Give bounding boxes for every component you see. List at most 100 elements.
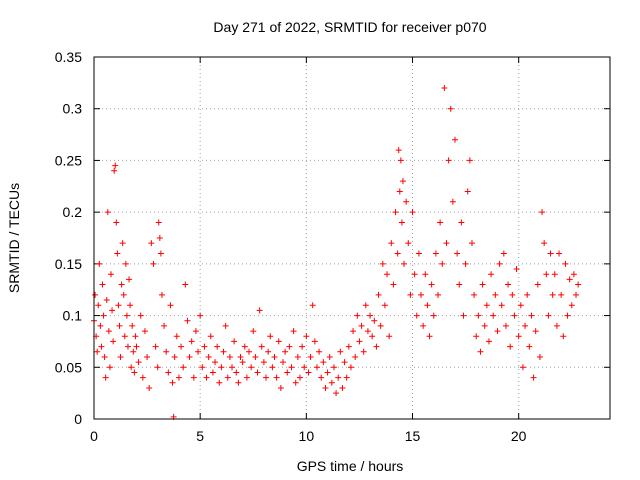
- data-point: [573, 291, 580, 298]
- data-point: [112, 162, 119, 169]
- x-tick-label: 5: [196, 428, 204, 444]
- data-point: [98, 343, 105, 350]
- data-point: [222, 322, 229, 329]
- data-point: [509, 291, 516, 298]
- data-point: [258, 343, 265, 350]
- data-point: [190, 374, 197, 381]
- data-point: [394, 250, 401, 257]
- data-point: [246, 348, 253, 355]
- data-point: [161, 322, 168, 329]
- data-point: [95, 302, 102, 309]
- data-point: [305, 369, 312, 376]
- data-point: [403, 198, 410, 205]
- data-point: [178, 343, 185, 350]
- data-point: [141, 328, 148, 335]
- data-point: [113, 219, 120, 226]
- data-point: [118, 281, 125, 288]
- data-point: [437, 219, 444, 226]
- data-point: [123, 312, 130, 319]
- data-point: [549, 291, 556, 298]
- data-point: [460, 312, 467, 319]
- data-point: [345, 343, 352, 350]
- data-point: [534, 281, 541, 288]
- data-point: [399, 178, 406, 185]
- data-point: [347, 364, 354, 371]
- data-point: [477, 348, 484, 355]
- data-point: [296, 374, 303, 381]
- data-point: [129, 322, 136, 329]
- x-axis-label: GPS time / hours: [297, 458, 404, 474]
- data-point: [102, 374, 109, 381]
- data-point: [435, 291, 441, 298]
- data-point: [229, 364, 236, 371]
- data-point: [252, 353, 259, 360]
- data-point: [235, 379, 242, 386]
- data-point: [575, 281, 582, 288]
- data-point: [163, 348, 170, 355]
- data-point: [124, 343, 131, 350]
- data-point: [371, 317, 378, 324]
- data-point: [511, 312, 518, 319]
- data-point: [101, 353, 108, 360]
- data-point: [375, 291, 382, 298]
- y-tick-label: 0.15: [55, 256, 82, 272]
- data-point: [243, 374, 250, 381]
- data-point: [337, 348, 344, 355]
- data-point: [553, 322, 560, 329]
- data-point: [409, 209, 416, 216]
- data-point: [519, 364, 526, 371]
- data-point: [379, 260, 386, 267]
- data-point: [267, 333, 274, 340]
- data-point: [237, 353, 244, 360]
- data-point: [184, 317, 191, 324]
- x-tick-label: 10: [299, 428, 315, 444]
- data-point: [199, 364, 206, 371]
- data-point: [447, 105, 454, 112]
- data-point: [397, 157, 404, 164]
- data-point: [547, 250, 554, 257]
- data-point: [279, 359, 286, 366]
- data-point: [146, 384, 153, 391]
- data-point: [288, 364, 295, 371]
- data-point: [171, 353, 178, 360]
- data-point: [333, 390, 340, 397]
- data-point: [354, 312, 361, 319]
- data-point: [390, 281, 397, 288]
- data-point: [456, 281, 463, 288]
- data-point: [335, 374, 342, 381]
- data-point: [522, 322, 529, 329]
- data-point: [121, 333, 128, 340]
- data-point: [131, 369, 138, 376]
- data-point: [126, 276, 133, 283]
- data-point: [445, 157, 452, 164]
- data-point: [155, 219, 162, 226]
- data-point: [106, 364, 113, 371]
- data-point: [165, 369, 172, 376]
- y-axis-label: SRMTID / TECUs: [6, 183, 22, 293]
- data-point: [218, 364, 225, 371]
- data-point: [301, 364, 308, 371]
- data-point: [485, 338, 492, 345]
- data-point: [418, 291, 425, 298]
- data-point: [530, 374, 537, 381]
- data-point: [109, 307, 116, 314]
- data-point: [473, 333, 480, 340]
- data-point: [420, 322, 427, 329]
- data-point: [105, 328, 112, 335]
- data-point: [119, 240, 126, 247]
- data-point: [384, 271, 391, 278]
- data-point: [203, 374, 210, 381]
- data-point: [117, 353, 124, 360]
- data-point: [186, 353, 193, 360]
- data-point: [343, 374, 350, 381]
- data-point: [263, 374, 269, 381]
- data-point: [426, 333, 433, 340]
- data-point: [443, 240, 450, 247]
- data-point: [275, 338, 282, 345]
- data-point: [381, 302, 388, 309]
- data-point: [209, 369, 216, 376]
- data-point: [100, 312, 107, 319]
- data-point: [528, 312, 535, 319]
- data-point: [130, 348, 137, 355]
- data-point: [560, 333, 567, 340]
